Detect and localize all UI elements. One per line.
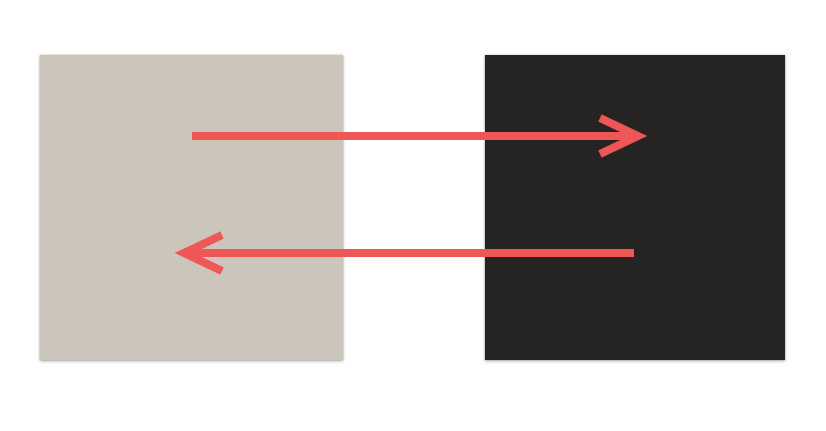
arrow-right-to-left-head-icon xyxy=(174,231,224,275)
dark-panel xyxy=(485,55,785,360)
arrow-right-to-left xyxy=(174,231,634,275)
light-panel xyxy=(40,55,343,360)
arrow-left-to-right-head-icon xyxy=(598,114,648,158)
arrow-left-to-right xyxy=(192,114,648,158)
